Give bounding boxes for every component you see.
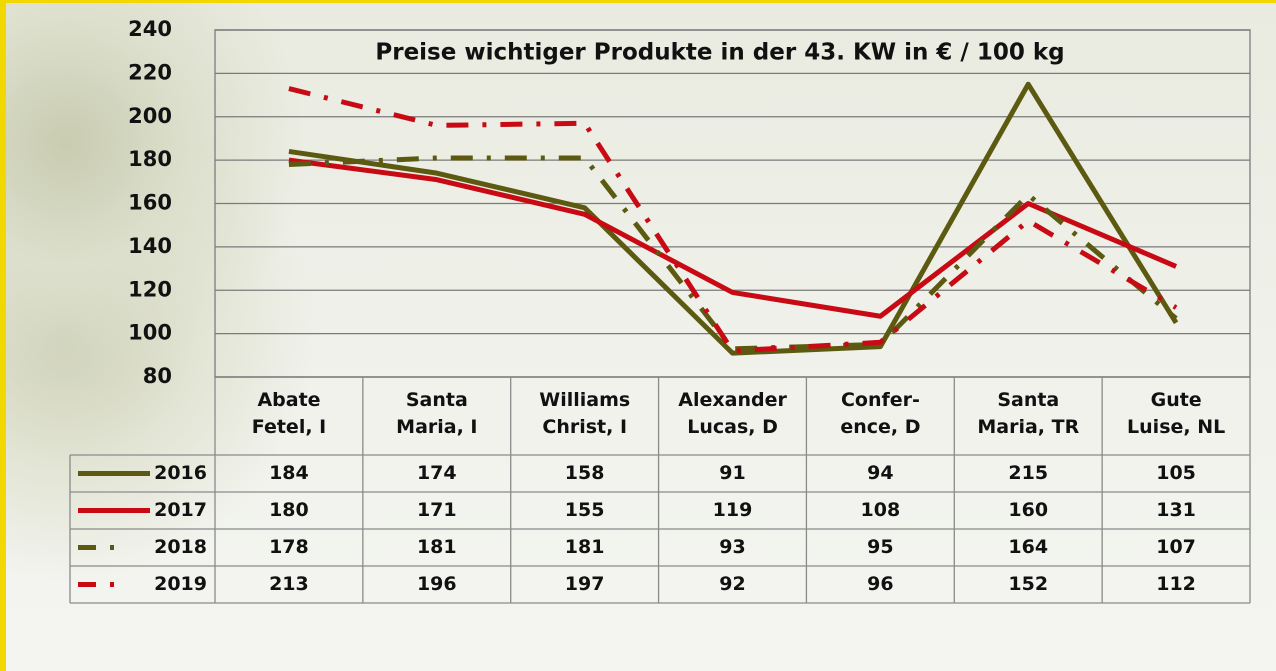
table-value: 158 (565, 462, 605, 484)
legend-label: 2019 (154, 573, 207, 595)
table-value: 181 (565, 536, 605, 558)
table-value: 171 (417, 499, 457, 521)
table-value: 174 (417, 462, 457, 484)
y-tick-label: 100 (128, 321, 172, 345)
table-value: 184 (269, 462, 309, 484)
y-tick-label: 200 (128, 104, 172, 128)
series-line (288, 155, 1178, 352)
x-tick-label: Gute Luise, NL (1127, 389, 1226, 438)
x-tick-label: Alexander Lucas, D (678, 389, 787, 438)
table-value: 112 (1156, 573, 1196, 595)
table-value: 91 (719, 462, 745, 484)
legend-label: 2018 (154, 536, 207, 558)
table-value: 213 (269, 573, 309, 595)
table-value: 160 (1008, 499, 1048, 521)
table-value: 152 (1008, 573, 1048, 595)
x-tick-label: Abate Fetel, I (251, 389, 327, 438)
series-line (288, 157, 1178, 319)
x-tick-label: Santa Maria, TR (977, 389, 1080, 438)
chart-title: Preise wichtiger Produkte in der 43. KW … (375, 40, 1064, 66)
table-value: 119 (713, 499, 753, 521)
y-tick-label: 180 (128, 147, 172, 171)
table-value: 164 (1008, 536, 1048, 558)
series-line (288, 86, 1178, 354)
x-tick-label: Santa Maria, I (396, 389, 478, 438)
y-tick-label: 120 (128, 277, 172, 301)
y-tick-label: 220 (128, 60, 172, 84)
series-line (288, 81, 1179, 356)
table-value: 107 (1156, 536, 1196, 558)
table-value: 196 (417, 573, 457, 595)
table-value: 94 (867, 462, 893, 484)
table-value: 92 (719, 573, 745, 595)
y-tick-label: 240 (128, 17, 172, 41)
table-value: 180 (269, 499, 309, 521)
table-value: 178 (269, 536, 309, 558)
table-value: 96 (867, 573, 893, 595)
table-value: 108 (861, 499, 901, 521)
table-value: 155 (565, 499, 605, 521)
table-value: 197 (565, 573, 605, 595)
table-value: 215 (1008, 462, 1048, 484)
y-tick-label: 160 (128, 191, 172, 215)
table-value: 95 (867, 536, 893, 558)
x-tick-label: Confer- ence, D (840, 389, 921, 438)
table-value: 131 (1156, 499, 1196, 521)
y-tick-label: 140 (128, 234, 172, 258)
legend-label: 2016 (154, 462, 207, 484)
table-value: 105 (1156, 462, 1196, 484)
y-tick-label: 80 (143, 364, 172, 388)
x-tick-label: Williams Christ, I (539, 389, 631, 438)
table-value: 93 (719, 536, 745, 558)
legend-label: 2017 (154, 499, 207, 521)
table-value: 181 (417, 536, 457, 558)
